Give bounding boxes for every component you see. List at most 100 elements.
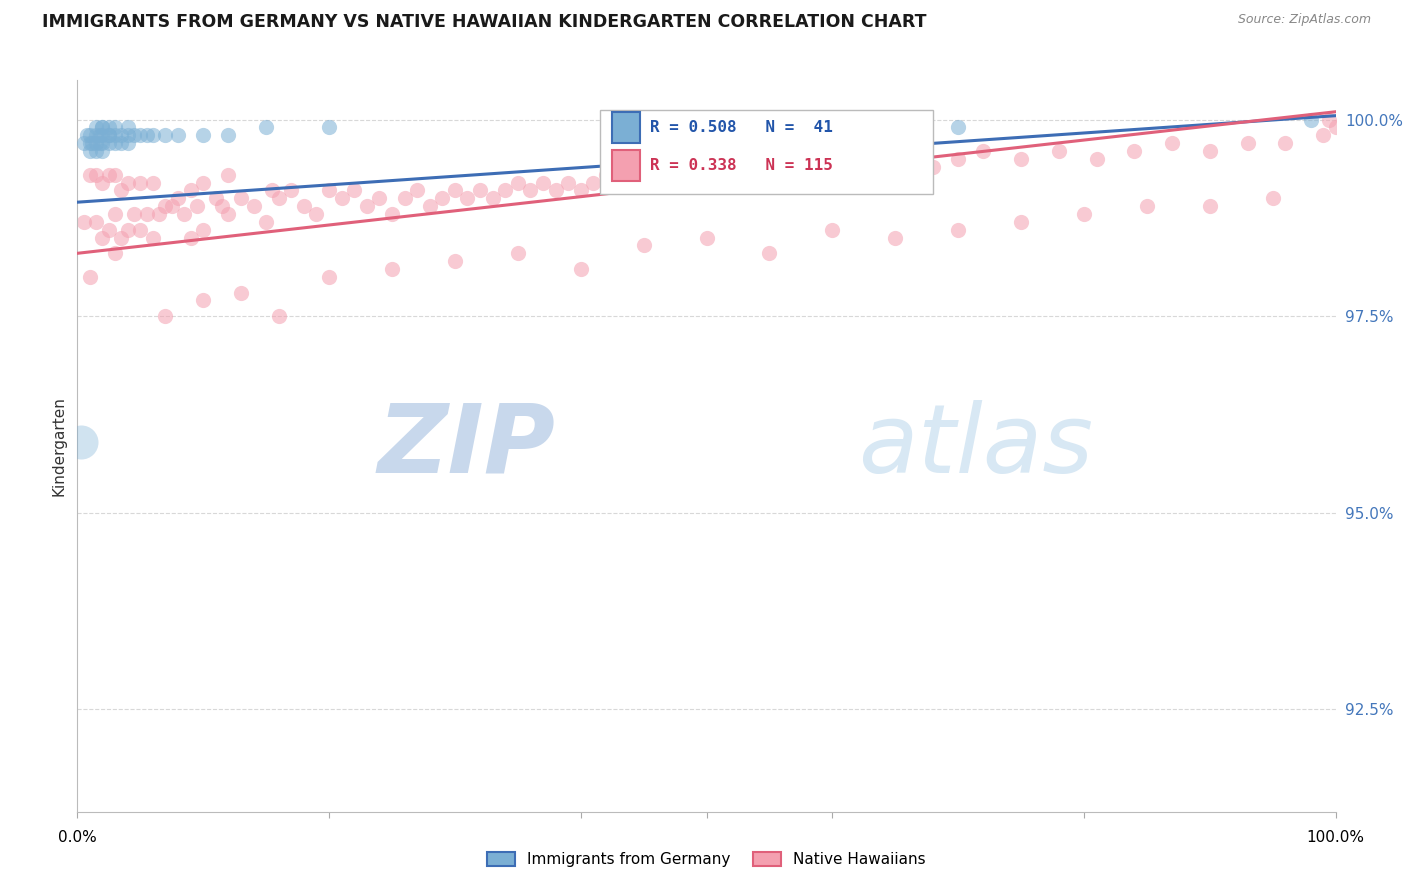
Point xyxy=(84,168,107,182)
Point xyxy=(84,215,107,229)
Point xyxy=(79,136,101,151)
Point xyxy=(142,128,165,143)
Point xyxy=(368,191,391,205)
Point xyxy=(104,207,127,221)
Point xyxy=(481,191,503,205)
Point xyxy=(494,183,516,197)
Point xyxy=(97,128,120,143)
Point xyxy=(79,128,101,143)
Point xyxy=(97,223,120,237)
Point xyxy=(834,152,856,166)
Point xyxy=(191,176,215,190)
Point xyxy=(142,230,165,244)
Point xyxy=(506,176,529,190)
Point xyxy=(91,176,114,190)
Point xyxy=(683,168,706,182)
Point xyxy=(191,128,215,143)
Point xyxy=(76,128,98,143)
Point xyxy=(155,310,177,324)
Point xyxy=(758,246,780,260)
Point xyxy=(79,144,101,158)
Point xyxy=(696,230,718,244)
Point xyxy=(97,136,120,151)
Point xyxy=(1161,136,1184,151)
Point xyxy=(135,207,157,221)
Point xyxy=(104,136,127,151)
Point xyxy=(186,199,208,213)
Point xyxy=(305,207,328,221)
Point xyxy=(343,183,366,197)
Point xyxy=(1261,191,1284,205)
Point xyxy=(97,120,120,135)
Point xyxy=(280,183,302,197)
Point xyxy=(97,168,120,182)
Point xyxy=(557,176,579,190)
Bar xyxy=(612,112,640,144)
Point xyxy=(468,183,491,197)
Point xyxy=(70,435,93,450)
Point xyxy=(191,223,215,237)
Point xyxy=(381,262,404,277)
Point xyxy=(104,120,127,135)
Point xyxy=(167,191,190,205)
Point xyxy=(229,285,252,300)
Text: IMMIGRANTS FROM GERMANY VS NATIVE HAWAIIAN KINDERGARTEN CORRELATION CHART: IMMIGRANTS FROM GERMANY VS NATIVE HAWAII… xyxy=(42,13,927,31)
Point xyxy=(444,254,467,268)
Point xyxy=(91,136,114,151)
Point xyxy=(707,160,730,174)
Point xyxy=(948,120,970,135)
Point xyxy=(89,136,111,151)
Point xyxy=(1274,136,1296,151)
Point xyxy=(79,269,101,284)
Point xyxy=(91,230,114,244)
Point xyxy=(406,183,429,197)
Point xyxy=(948,223,970,237)
Point xyxy=(595,168,617,182)
Point xyxy=(117,223,139,237)
Point xyxy=(262,183,284,197)
Point xyxy=(444,183,467,197)
Point xyxy=(91,120,114,135)
Point xyxy=(104,168,127,182)
Point xyxy=(1198,199,1220,213)
Point xyxy=(91,120,114,135)
Point xyxy=(267,191,290,205)
Point xyxy=(645,168,668,182)
Point xyxy=(84,128,107,143)
Point xyxy=(89,128,111,143)
Point xyxy=(318,269,340,284)
Point xyxy=(167,128,190,143)
Point xyxy=(117,128,139,143)
Point xyxy=(1073,207,1095,221)
Point xyxy=(217,207,239,221)
Point xyxy=(129,176,152,190)
Point xyxy=(91,128,114,143)
Point xyxy=(582,176,605,190)
Point xyxy=(783,168,806,182)
Point xyxy=(897,152,920,166)
Point xyxy=(117,136,139,151)
Point xyxy=(330,191,353,205)
Point xyxy=(142,176,165,190)
Point xyxy=(122,207,145,221)
Point xyxy=(758,160,780,174)
Point xyxy=(211,199,233,213)
Text: ZIP: ZIP xyxy=(378,400,555,492)
Point xyxy=(91,144,114,158)
Point xyxy=(381,207,404,221)
Point xyxy=(1324,120,1347,135)
Point xyxy=(242,199,264,213)
Text: atlas: atlas xyxy=(858,400,1092,492)
Point xyxy=(110,183,132,197)
Point xyxy=(129,223,152,237)
Text: 0.0%: 0.0% xyxy=(58,830,97,845)
Point xyxy=(318,120,340,135)
Point xyxy=(84,136,107,151)
Point xyxy=(104,246,127,260)
Point xyxy=(456,191,478,205)
Point xyxy=(607,176,630,190)
Point xyxy=(1123,144,1146,158)
Point xyxy=(922,160,945,174)
Legend: Immigrants from Germany, Native Hawaiians: Immigrants from Germany, Native Hawaiian… xyxy=(481,847,932,873)
Point xyxy=(733,168,755,182)
